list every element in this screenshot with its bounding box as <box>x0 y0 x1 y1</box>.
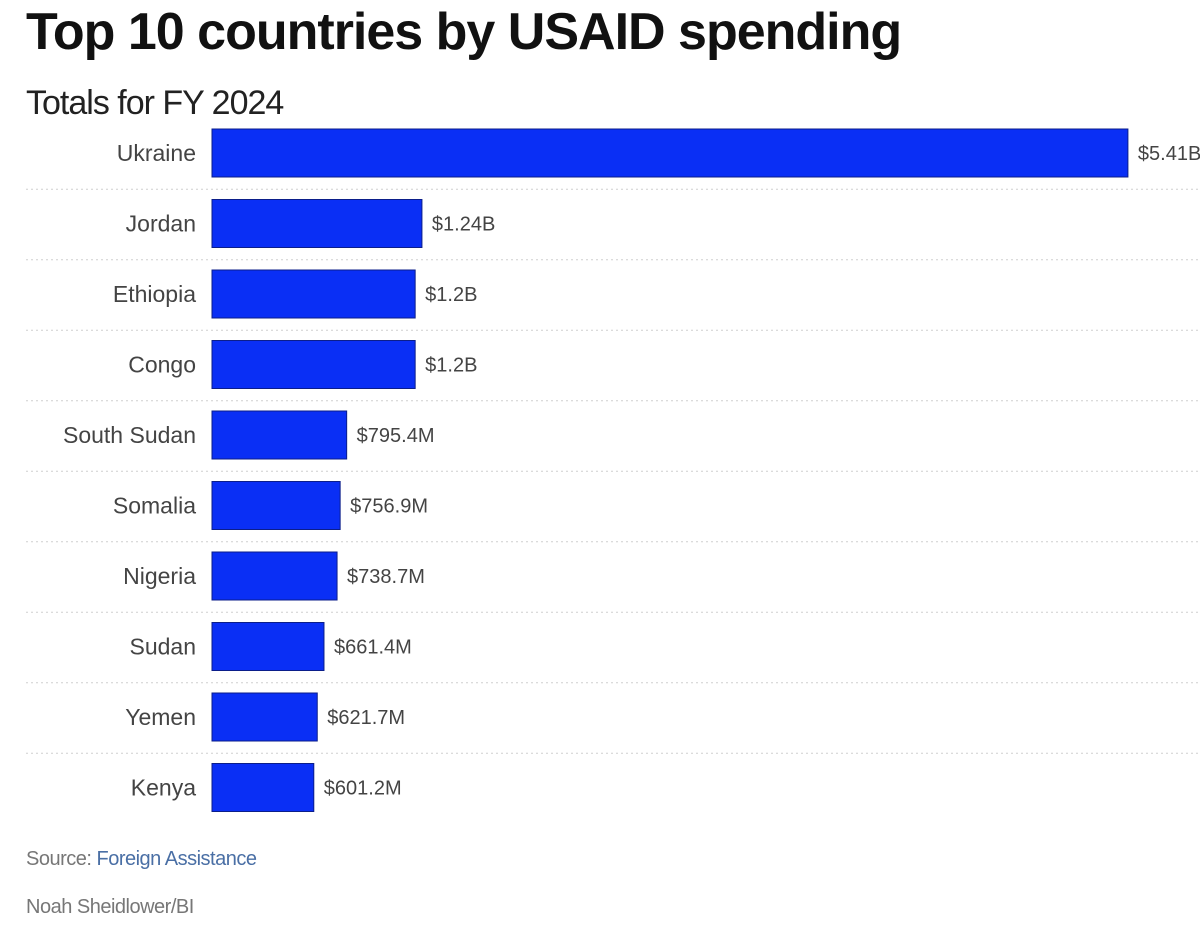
chart-subtitle: Totals for FY 2024 <box>26 84 284 122</box>
category-label: Ethiopia <box>113 281 196 307</box>
value-label: $738.7M <box>347 566 425 588</box>
value-label: $1.2B <box>425 355 477 377</box>
source-prefix: Source: <box>26 848 97 870</box>
source-link[interactable]: Foreign Assistance <box>96 848 257 870</box>
value-label: $1.2B <box>425 284 477 306</box>
category-label: Sudan <box>129 634 196 660</box>
bar <box>211 340 416 389</box>
category-label: Congo <box>128 352 196 378</box>
category-label: Kenya <box>131 775 196 801</box>
value-label: $5.41B <box>1138 143 1200 165</box>
bar <box>211 622 325 671</box>
bar <box>211 692 318 742</box>
bar <box>211 199 423 248</box>
bar <box>211 763 315 812</box>
category-label: Nigeria <box>123 563 196 589</box>
bar-chart: Ukraine $5.41B Jordan $1.24B Ethiopia $1.2B Co… <box>26 128 1200 812</box>
category-label: Somalia <box>113 493 196 519</box>
bar <box>211 551 338 601</box>
value-label: $1.24B <box>432 214 495 236</box>
value-label: $756.9M <box>350 496 428 518</box>
bar <box>211 481 341 530</box>
value-label: $661.4M <box>334 637 412 659</box>
bar <box>211 410 348 460</box>
category-label: South Sudan <box>63 422 196 448</box>
chart-title: Top 10 countries by USAID spending <box>26 3 902 61</box>
value-label: $795.4M <box>357 425 435 447</box>
category-label: Yemen <box>125 704 196 730</box>
value-label: $621.7M <box>327 707 405 729</box>
source-line: Source: Foreign Assistance <box>26 848 257 871</box>
bar <box>211 128 1129 178</box>
bar <box>211 269 416 319</box>
category-label: Jordan <box>126 211 196 237</box>
category-label: Ukraine <box>117 140 196 166</box>
value-label: $601.2M <box>324 778 402 800</box>
credit-line: Noah Sheidlower/BI <box>26 896 194 918</box>
